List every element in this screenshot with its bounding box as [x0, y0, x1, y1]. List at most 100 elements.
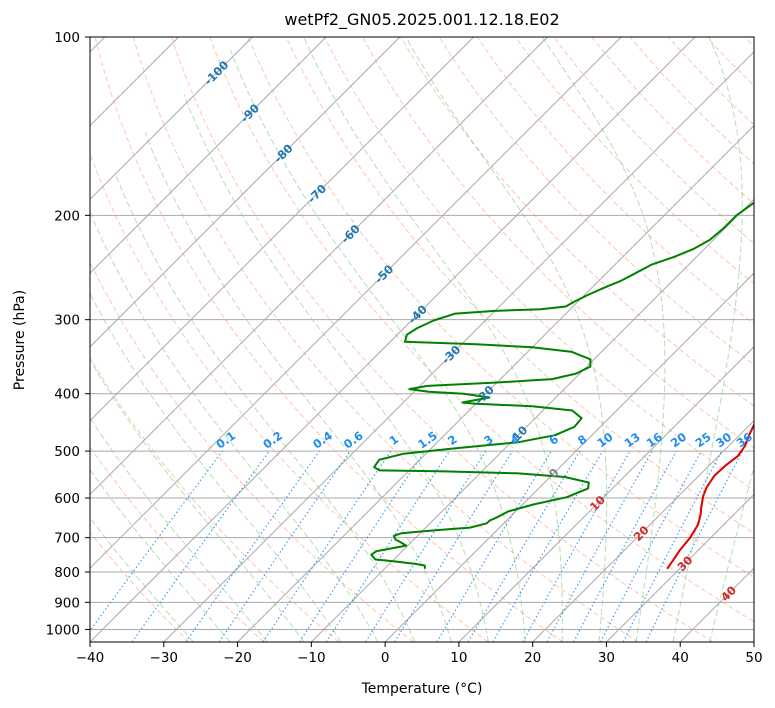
y-tick-label: 200	[54, 208, 80, 224]
mixing-ratio-label: 0.6	[341, 428, 366, 451]
mixing-ratio-label: 1.5	[415, 428, 440, 451]
dry-adiabat	[90, 531, 190, 642]
mixing-ratio-label: 20	[668, 430, 689, 451]
isotherm-line	[237, 124, 754, 642]
x-tick-label: 40	[672, 650, 689, 666]
x-tick-label: −30	[150, 650, 179, 666]
moist-adiabat	[144, 132, 452, 642]
y-tick-label: 700	[54, 531, 80, 547]
chart-title: wetPf2_GN05.2025.001.12.18.E02	[284, 10, 559, 30]
dry-adiabat	[667, 37, 754, 126]
temperature-line	[666, 422, 754, 570]
x-axis-label: Temperature (°C)	[361, 681, 483, 697]
mixing-ratio-line	[394, 450, 513, 642]
x-tick-label: −10	[297, 650, 326, 666]
mixing-ratio-label: 2	[445, 432, 460, 448]
background-grid	[90, 37, 754, 642]
x-tick-label: −40	[76, 650, 105, 666]
mixing-ratio-line	[131, 450, 270, 642]
isotherm-line	[458, 346, 754, 642]
isotherm-line	[90, 37, 253, 201]
isotherm-line	[532, 419, 754, 642]
dry-adiabat	[438, 37, 754, 366]
x-tick-label: 50	[745, 650, 762, 666]
mixing-ratio-line	[467, 450, 581, 642]
y-tick-label: 100	[54, 30, 80, 46]
axis-ticks: −40 −30 −20 −10 0 10 20 30 40 50 100 200 300 400 500 60…	[46, 30, 763, 666]
moist-adiabat	[541, 37, 666, 642]
dry-adiabat	[515, 37, 754, 285]
mixing-ratio-label: 0.4	[310, 428, 335, 451]
profile-lines	[370, 201, 754, 570]
isotherm-line	[679, 567, 754, 642]
isotherm-line	[384, 272, 754, 642]
dry-adiabat	[476, 37, 754, 325]
dry-adiabat	[209, 37, 754, 623]
mixing-ratio-label: 1	[387, 432, 402, 448]
y-tick-label: 300	[54, 313, 80, 329]
x-tick-label: 20	[524, 650, 541, 666]
mixing-ratio-label: 0.2	[260, 428, 285, 451]
y-tick-label: 1000	[46, 622, 80, 638]
isotherm-line	[90, 37, 475, 422]
dry-adiabat	[90, 152, 489, 642]
dewpoint-line	[370, 201, 754, 569]
x-tick-label: −20	[223, 650, 252, 666]
isotherm-line	[606, 493, 754, 642]
moist-adiabat	[90, 210, 379, 642]
mixing-ratio-line	[325, 450, 450, 642]
moist-adiabat	[709, 465, 754, 642]
dry-adiabat	[132, 37, 639, 642]
x-tick-label: 0	[381, 650, 390, 666]
mixing-ratio-line	[262, 450, 392, 642]
dry-adiabat	[553, 37, 754, 245]
dry-adiabat	[744, 37, 754, 48]
dry-adiabat	[591, 37, 754, 205]
mixing-ratio-label: 30	[713, 430, 734, 451]
isotherm-line	[753, 641, 754, 642]
moist-adiabat	[183, 94, 489, 642]
moist-adiabat	[672, 37, 743, 642]
dry-adiabat	[171, 37, 713, 642]
mixing-ratio-label: 10	[594, 430, 615, 451]
mixing-ratio-line	[185, 450, 320, 642]
isotherm-line	[90, 37, 622, 569]
moist-adiabat	[90, 516, 194, 642]
mixing-ratio-line	[299, 450, 426, 642]
mixing-ratio-label: 25	[693, 430, 714, 451]
dry-adiabat	[706, 37, 754, 87]
isotherm-line	[90, 37, 548, 496]
moist-adiabat	[229, 49, 526, 642]
mixing-ratio-line	[645, 450, 744, 642]
mixing-ratio-label: 13	[622, 430, 643, 451]
mixing-ratio-label: 36	[734, 430, 755, 451]
y-tick-label: 600	[54, 491, 80, 507]
y-tick-label: 800	[54, 565, 80, 581]
isotherm-line	[90, 37, 696, 642]
mixing-ratio-label: 0.1	[214, 428, 239, 451]
moist-adiabat	[303, 37, 563, 642]
y-tick-label: 900	[54, 595, 80, 611]
dry-adiabat	[400, 37, 754, 407]
plot-frame	[89, 36, 755, 643]
mixing-ratio-line	[522, 450, 631, 642]
moist-adiabat	[90, 416, 268, 642]
x-tick-label: 10	[450, 650, 467, 666]
dry-adiabat	[323, 37, 754, 491]
y-tick-label: 500	[54, 444, 80, 460]
isotherm-line	[90, 37, 401, 348]
mixing-ratio-line	[90, 450, 223, 632]
dry-adiabat	[629, 37, 754, 165]
dry-adiabat	[94, 37, 564, 642]
y-axis-label: Pressure (hPa)	[12, 290, 28, 390]
dry-adiabat	[90, 356, 339, 642]
mixing-ratio-line	[546, 450, 653, 642]
y-tick-label: 400	[54, 387, 80, 403]
mixing-ratio-line	[218, 450, 351, 642]
mixing-ratio-line	[622, 450, 723, 642]
isotherm-line	[90, 37, 327, 274]
isotherm-line	[163, 51, 754, 642]
dry-adiabat	[90, 446, 265, 642]
moist-adiabat	[405, 37, 608, 642]
